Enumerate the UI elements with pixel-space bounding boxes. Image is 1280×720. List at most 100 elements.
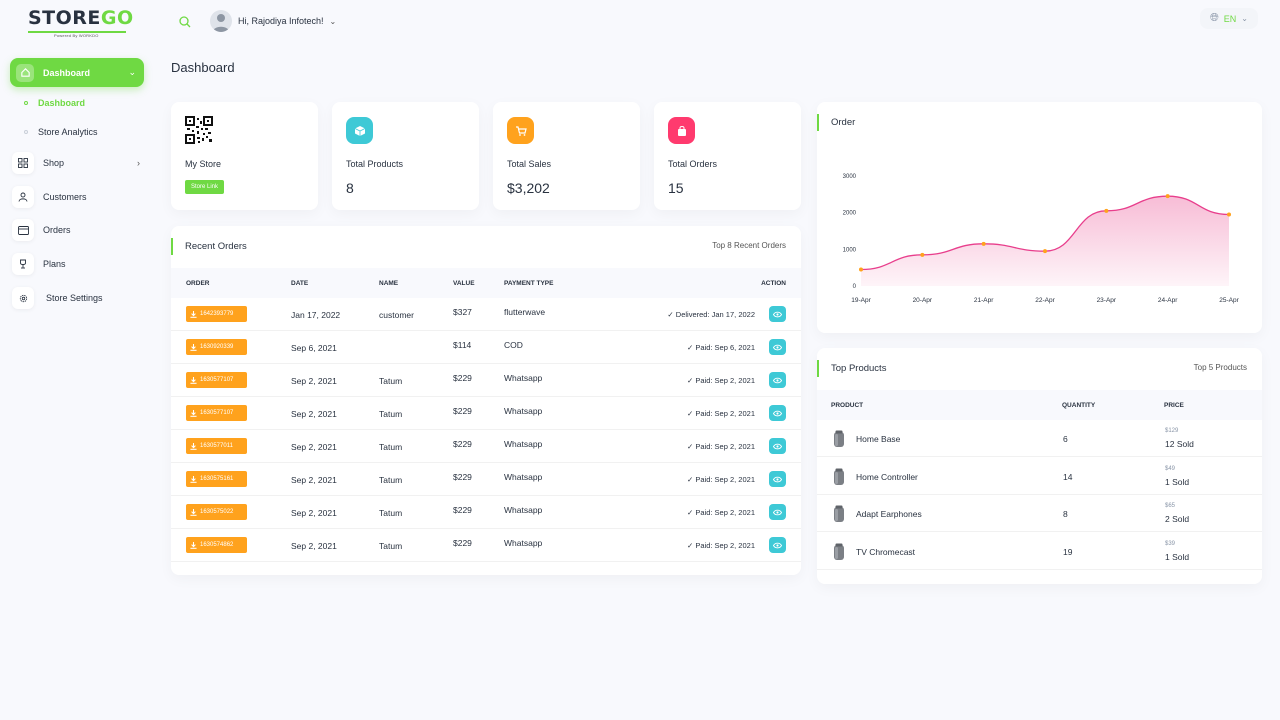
order-chart-card: Order 0 1000 2000 3000 19-Apr 20-Apr 21-Apr 22-… <box>817 102 1262 333</box>
total-sales-card: Total Sales $3,202 <box>493 102 640 210</box>
language-label: EN <box>1223 13 1237 24</box>
order-value: $229 <box>453 538 472 548</box>
data-point[interactable] <box>1165 194 1170 199</box>
view-order-button[interactable] <box>769 405 786 421</box>
check-icon: ✓ <box>686 343 696 352</box>
payment-type: Whatsapp <box>504 406 543 416</box>
view-order-button[interactable] <box>769 372 786 388</box>
stat-label: Total Products <box>346 159 404 169</box>
order-value: $229 <box>453 505 472 515</box>
bullet-icon <box>24 130 28 134</box>
eye-icon <box>773 443 782 449</box>
order-value: $327 <box>453 307 472 317</box>
order-status: ✓ Paid: Sep 6, 2021 <box>687 343 755 352</box>
order-id-button[interactable]: 1630577011 <box>186 438 247 454</box>
customer-name: Tatum <box>379 541 403 551</box>
grid-icon <box>12 152 34 174</box>
status-text: Paid: Sep 2, 2021 <box>695 442 755 451</box>
view-order-button[interactable] <box>769 471 786 487</box>
search-icon[interactable] <box>178 15 192 29</box>
order-id-button[interactable]: 1630577107 <box>186 372 247 388</box>
table-row: 1642393779 Jan 17, 2022 customer $327 flutte… <box>171 298 801 331</box>
view-order-button[interactable] <box>769 537 786 553</box>
sidebar-subitem-label: Dashboard <box>38 98 86 108</box>
order-id-button[interactable]: 1630577107 <box>186 405 247 421</box>
data-point[interactable] <box>859 267 863 272</box>
payment-type: flutterwave <box>504 307 546 317</box>
view-order-button[interactable] <box>769 339 786 355</box>
order-chart-header: Order <box>817 102 1262 142</box>
download-icon <box>190 343 197 351</box>
data-point[interactable] <box>1227 212 1231 217</box>
stat-value: 15 <box>668 180 684 196</box>
order-id-button[interactable]: 1642393779 <box>186 306 247 322</box>
sidebar-item-orders[interactable]: Orders <box>12 219 140 241</box>
sidebar-item-plans[interactable]: Plans <box>12 253 140 275</box>
view-order-button[interactable] <box>769 504 786 520</box>
area-fill <box>861 196 1229 286</box>
x-tick-label: 19-Apr <box>851 297 871 304</box>
payment-type: COD <box>504 340 523 350</box>
data-point[interactable] <box>1104 208 1109 213</box>
sidebar-item-customers[interactable]: Customers <box>12 186 140 208</box>
x-tick-label: 23-Apr <box>1097 297 1117 304</box>
status-text: Delivered: Jan 17, 2022 <box>675 310 755 319</box>
product-price: $49 <box>1165 465 1176 472</box>
data-point[interactable] <box>920 252 925 257</box>
product-image <box>834 543 844 560</box>
order-date: Sep 6, 2021 <box>291 343 337 353</box>
data-point[interactable] <box>1043 249 1047 254</box>
list-item: Adapt Earphones 8 $65 2 Sold <box>817 495 1262 532</box>
column-header: DATE <box>291 280 309 287</box>
section-title: Top Products <box>831 363 887 374</box>
order-status: ✓ Paid: Sep 2, 2021 <box>687 475 755 484</box>
order-id: 1630575161 <box>200 476 234 482</box>
section-subtitle: Top 5 Products <box>1193 363 1247 372</box>
sidebar-item-label: Orders <box>43 225 71 235</box>
order-id-button[interactable]: 1630920339 <box>186 339 247 355</box>
sidebar-item-shop[interactable]: Shop › <box>12 152 140 174</box>
data-point[interactable] <box>981 241 986 246</box>
accent-bar <box>171 238 173 255</box>
sidebar-subitem-store-analytics[interactable]: Store Analytics <box>24 127 98 137</box>
payment-type: Whatsapp <box>504 538 543 548</box>
order-date: Sep 2, 2021 <box>291 442 337 452</box>
accent-bar <box>817 114 819 131</box>
logo-underline <box>28 31 126 33</box>
logo-text: STOREGO <box>28 7 134 29</box>
sidebar-item-store-settings[interactable]: Store Settings <box>12 287 140 309</box>
order-id-button[interactable]: 1630575161 <box>186 471 247 487</box>
order-date: Sep 2, 2021 <box>291 475 337 485</box>
qr-code-icon[interactable] <box>185 116 213 144</box>
check-icon: ✓ <box>686 541 696 550</box>
sidebar-item-dashboard[interactable]: Dashboard ⌄ <box>10 58 144 87</box>
order-area-chart: 0 1000 2000 3000 19-Apr 20-Apr 21-Apr 22-Apr 23-… <box>843 174 1240 304</box>
chevron-right-icon: › <box>137 158 140 168</box>
order-id: 1642393779 <box>200 311 234 317</box>
customer-name: Tatum <box>379 475 403 485</box>
table-header: PRODUCT QUANTITY PRICE <box>817 390 1262 420</box>
customer-name: Tatum <box>379 376 403 386</box>
payment-type: Whatsapp <box>504 373 543 383</box>
view-order-button[interactable] <box>769 438 786 454</box>
status-text: Paid: Sep 2, 2021 <box>695 409 755 418</box>
logo[interactable]: STOREGO Powered By WORKDO <box>28 7 134 38</box>
sidebar-subitem-dashboard[interactable]: Dashboard <box>24 98 85 108</box>
order-date: Sep 2, 2021 <box>291 508 337 518</box>
payment-type: Whatsapp <box>504 439 543 449</box>
view-order-button[interactable] <box>769 306 786 322</box>
order-id-button[interactable]: 1630575022 <box>186 504 247 520</box>
my-store-card: My Store Store Link <box>171 102 318 210</box>
x-tick-label: 20-Apr <box>913 297 933 304</box>
language-selector[interactable]: 🌐︎ EN ⌄ <box>1199 8 1258 29</box>
check-icon: ✓ <box>686 475 696 484</box>
status-text: Paid: Sep 2, 2021 <box>695 541 755 550</box>
order-id: 1630577107 <box>200 410 234 416</box>
table-row: 1630577011 Sep 2, 2021 Tatum $229 Whatsapp ✓ … <box>171 430 801 463</box>
eye-icon <box>773 542 782 548</box>
user-menu[interactable]: Hi, Rajodiya Infotech! ⌄ <box>210 10 336 32</box>
store-link-button[interactable]: Store Link <box>185 180 225 194</box>
order-id-button[interactable]: 1630574862 <box>186 537 247 553</box>
gear-icon <box>12 287 34 309</box>
sidebar-item-label: Store Settings <box>46 293 103 303</box>
